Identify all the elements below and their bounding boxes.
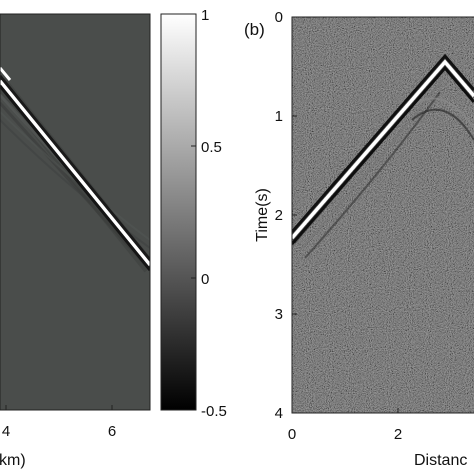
panel-a-wavefield (0, 67, 150, 273)
panel-b-x-tick: 0 (288, 426, 296, 443)
panel-b-y-tick: 2 (275, 207, 283, 224)
panel-b-y-tick: 0 (275, 9, 283, 26)
colorbar-gradient (160, 13, 197, 411)
panel-a-x-tick: 4 (2, 423, 10, 440)
panel-a: 4 6 km) (0, 13, 151, 469)
panel-a-x-tick: 6 (108, 423, 116, 440)
panel-a-x-axis-label: km) (0, 452, 26, 469)
panel-b: (b) 0 1 2 3 4 Time(s) 0 (244, 9, 474, 469)
colorbar-tick-label: 0.5 (201, 139, 222, 156)
colorbar-tick-label: 0 (201, 271, 209, 288)
panel-b-y-tick: 1 (275, 108, 283, 125)
panel-b-y-tick: 4 (275, 405, 283, 422)
panel-b-y-tick: 3 (275, 306, 283, 323)
colorbar: 1 0.5 0 -0.5 (160, 7, 227, 420)
panel-b-x-tick: 2 (394, 426, 402, 443)
colorbar-tick-label: 1 (201, 7, 209, 24)
panel-a-plot-area (0, 14, 150, 410)
panel-b-x-axis-label: Distanc (414, 452, 467, 469)
panel-b-y-axis-label: Time(s) (254, 188, 271, 242)
colorbar-tick-label: -0.5 (201, 403, 227, 420)
panel-b-wavefield (292, 17, 474, 413)
panel-b-label: (b) (244, 20, 265, 39)
